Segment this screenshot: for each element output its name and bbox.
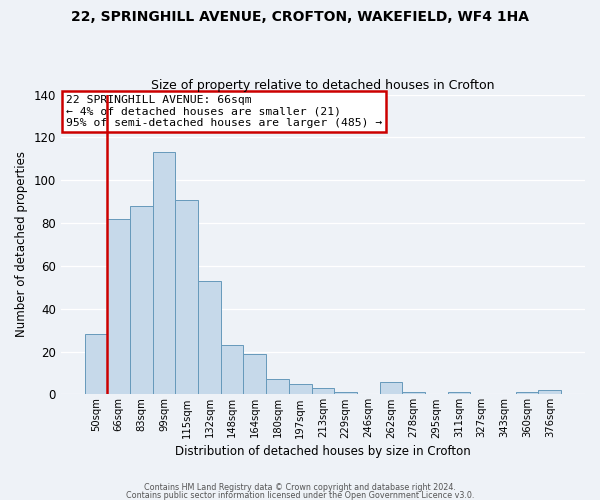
- Y-axis label: Number of detached properties: Number of detached properties: [15, 152, 28, 338]
- Text: Contains public sector information licensed under the Open Government Licence v3: Contains public sector information licen…: [126, 490, 474, 500]
- Bar: [448, 392, 470, 394]
- Text: 22 SPRINGHILL AVENUE: 66sqm
← 4% of detached houses are smaller (21)
95% of semi: 22 SPRINGHILL AVENUE: 66sqm ← 4% of deta…: [66, 94, 382, 128]
- Bar: [152, 152, 175, 394]
- Bar: [107, 219, 130, 394]
- Bar: [130, 206, 152, 394]
- Bar: [538, 390, 561, 394]
- Bar: [244, 354, 266, 395]
- Bar: [266, 380, 289, 394]
- Bar: [516, 392, 538, 394]
- Bar: [85, 334, 107, 394]
- X-axis label: Distribution of detached houses by size in Crofton: Distribution of detached houses by size …: [175, 444, 471, 458]
- Bar: [334, 392, 357, 394]
- Title: Size of property relative to detached houses in Crofton: Size of property relative to detached ho…: [151, 79, 494, 92]
- Bar: [311, 388, 334, 394]
- Bar: [289, 384, 311, 394]
- Bar: [175, 200, 198, 394]
- Bar: [198, 281, 221, 394]
- Bar: [403, 392, 425, 394]
- Text: 22, SPRINGHILL AVENUE, CROFTON, WAKEFIELD, WF4 1HA: 22, SPRINGHILL AVENUE, CROFTON, WAKEFIEL…: [71, 10, 529, 24]
- Text: Contains HM Land Registry data © Crown copyright and database right 2024.: Contains HM Land Registry data © Crown c…: [144, 484, 456, 492]
- Bar: [380, 382, 403, 394]
- Bar: [221, 345, 244, 395]
